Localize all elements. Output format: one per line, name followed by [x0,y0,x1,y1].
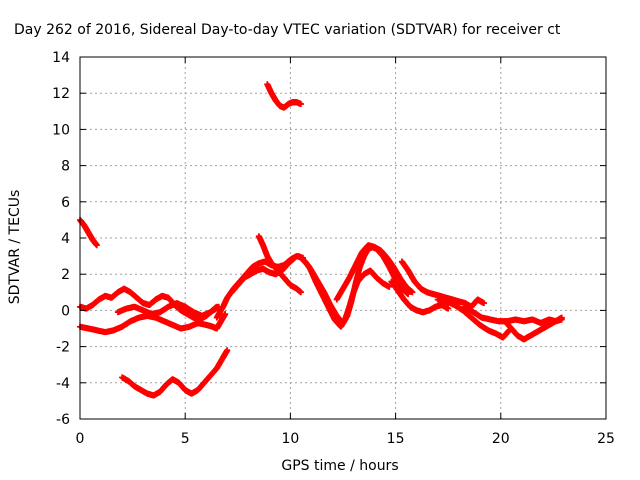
series-track-13 [388,278,452,316]
data-point [558,314,565,321]
data-point [222,311,229,318]
y-tick-label: 10 [52,122,70,138]
x-tick-label: 10 [281,431,299,447]
series-track-12 [333,242,416,303]
y-tick-label: 8 [61,159,70,175]
y-tick-label: 2 [61,267,70,283]
series-track-4 [114,300,222,319]
series-track-3 [77,311,229,336]
x-tick-label: 15 [387,431,405,447]
data-point [409,289,416,296]
x-tick-label: 0 [76,431,85,447]
y-tick-label: -2 [56,340,70,356]
data-point [297,101,304,108]
series-track-11 [300,256,393,330]
series-track-5 [119,347,231,399]
data-point [224,347,231,354]
series-track-8 [255,233,304,296]
series-track-1 [77,216,100,249]
data-point [480,300,487,307]
chart-title: Day 262 of 2016, Sidereal Day-to-day VTE… [14,22,561,38]
x-tick-label: 5 [181,431,190,447]
series-track-9 [264,81,304,111]
y-tick-label: -6 [56,412,70,428]
y-tick-label: 6 [61,195,70,211]
y-tick-label: 14 [52,50,70,66]
series-track-15 [434,296,513,341]
y-tick-label: 4 [61,231,70,247]
grid-lines [80,57,606,419]
data-point [445,305,452,312]
y-tick-label: 12 [52,86,70,102]
x-axis-label: GPS time / hours [281,458,398,474]
data-points [77,81,565,399]
series-track-17 [502,314,565,343]
plot-frame [79,56,607,420]
y-axis-label: SDTVAR / TECUs [7,190,23,305]
data-point [386,283,393,290]
x-tick-label: 25 [597,431,615,447]
data-point [297,289,304,296]
data-point [93,242,100,249]
data-point [291,254,298,261]
x-tick-label: 20 [492,431,510,447]
y-tick-label: -4 [56,376,70,392]
y-tick-label: 0 [61,303,70,319]
axis-ticks: 0 5 10 15 20 25 -6 -4 -2 0 2 4 6 8 10 12 14 [52,50,615,447]
